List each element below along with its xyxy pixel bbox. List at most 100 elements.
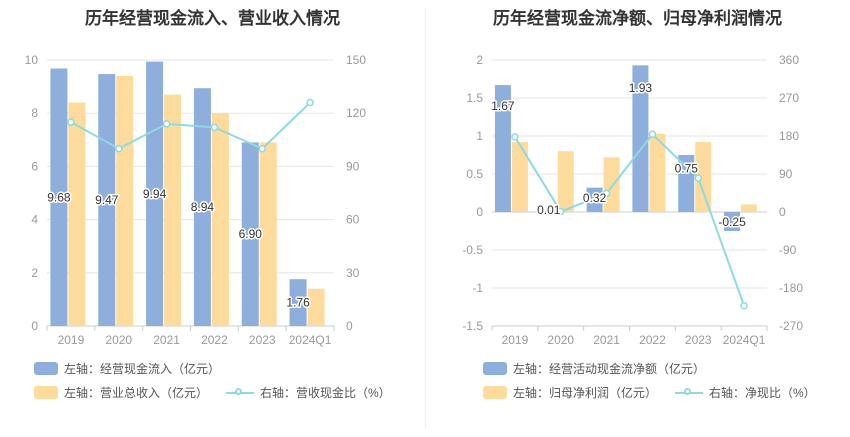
x-axis-tick-label: 2020: [105, 333, 132, 347]
bar-2019-series-a: [50, 68, 68, 327]
data-label-2021: 0.32: [583, 191, 607, 205]
bar-2021-series-b: [164, 94, 182, 326]
x-axis-tick-label: 2023: [249, 333, 276, 347]
bar-2022-series-b: [649, 133, 666, 212]
legend-label: 左轴：营业总收入（亿元）: [64, 386, 209, 400]
bar-2019-series-b: [511, 142, 528, 212]
bar-2023-series-b: [259, 142, 277, 326]
x-axis-tick-label: 2022: [639, 333, 666, 347]
data-label-2023: 6.90: [239, 227, 263, 241]
data-label-2020: 0.01: [537, 203, 561, 217]
bar-2021-series-b: [603, 157, 620, 212]
bar-2020-series-b: [557, 151, 574, 212]
line-point-2020: [557, 207, 565, 216]
right-axis-tick-label: 0: [779, 205, 786, 219]
x-axis-tick-label: 2023: [685, 333, 712, 347]
line-point-2021: [162, 120, 171, 128]
legend-swatch-icon: [483, 386, 507, 399]
right-axis-tick-label: 150: [346, 53, 366, 67]
legend-item-cash-inflow[interactable]: 左轴：经营现金流入（亿元）: [34, 360, 220, 377]
legend-label: 左轴：经营活动现金流净额（亿元）: [513, 362, 706, 376]
chart-plot-area: 0 2 4 6 8 10 0 30 60 90 120 150 2019 2020 2021 2022 2023…: [25, 53, 367, 347]
line-point-2023: [694, 174, 702, 182]
bar-2020-series-b: [116, 75, 134, 327]
legend-label: 右轴：营收现金比（%）: [260, 386, 391, 400]
data-label-2019: 9.68: [47, 190, 71, 204]
bar-2019-series-b: [68, 102, 86, 326]
data-label-2020: 9.47: [95, 193, 119, 207]
legend-label: 右轴：净现比（%）: [709, 386, 816, 400]
legend-row-1: 左轴：经营活动现金流净额（亿元）: [483, 360, 723, 377]
right-axis-tick-label: 360: [779, 53, 799, 67]
left-axis-tick-label: 10: [25, 53, 39, 67]
left-axis-tick-label: 0: [31, 319, 38, 333]
bar-2024Q1-series-b: [307, 288, 325, 326]
legend-item-net-operating-cash[interactable]: 左轴：经营活动现金流净额（亿元）: [483, 360, 705, 377]
line-point-2024Q1: [306, 98, 314, 107]
data-label-2021: 9.94: [143, 187, 167, 201]
legend-item-revenue-cash-ratio[interactable]: 右轴：营收现金比（%）: [226, 384, 391, 401]
left-axis-tick-label: 8: [31, 106, 38, 120]
legend-swatch-icon: [34, 386, 58, 399]
data-label-2022: 1.93: [629, 81, 653, 95]
x-axis-tick-label: 2021: [153, 333, 180, 347]
left-axis-tick-label: 0: [476, 205, 483, 219]
bar-2021-series-a: [586, 187, 603, 212]
left-axis-tick-label: -0.5: [462, 243, 483, 257]
bar-2020-series-a: [540, 211, 557, 213]
line-series-path: [70, 101, 311, 150]
panel-divider: [425, 8, 426, 428]
left-axis-tick-label: 2: [31, 266, 38, 280]
legend-row-2: 左轴：归母净利润（亿元） 右轴：净现比（%）: [483, 384, 834, 401]
left-axis-tick-label: 6: [31, 159, 38, 173]
right-axis-tick-label: 120: [346, 106, 366, 120]
x-axis-tick-label: 2021: [593, 333, 620, 347]
bar-2020-series-a: [98, 74, 116, 327]
legend-item-net-profit[interactable]: 左轴：归母净利润（亿元）: [483, 384, 657, 401]
data-label-2024Q1: -0.25: [718, 215, 746, 229]
right-axis-tick-label: 30: [346, 266, 360, 280]
x-axis-tick-label: 2022: [201, 333, 228, 347]
chart-panel-netcash-profit: 历年经营现金流净额、归母净利润情况 -1.5 -1 -0.5 0 0.5 1 1.5 2 -27…: [425, 0, 850, 437]
data-label-2023: 0.75: [675, 162, 699, 176]
bar-2024Q1-series-a: [724, 212, 741, 231]
line-point-2019: [67, 118, 75, 126]
left-axis-tick-label: -1: [472, 281, 483, 295]
left-axis-tick-label: 4: [31, 213, 38, 227]
data-label-2022: 8.94: [191, 200, 215, 214]
x-axis-tick-label: 2024Q1: [723, 333, 766, 347]
legend-line-icon: [226, 386, 255, 399]
left-axis-tick-label: 1.5: [466, 91, 483, 105]
legend-label: 左轴：经营现金流入（亿元）: [64, 362, 221, 376]
legend-row-1: 左轴：经营现金流入（亿元）: [34, 360, 238, 377]
line-point-2023: [258, 144, 266, 153]
line-point-2019: [511, 133, 519, 141]
chart-title: 历年经营现金流入、营业收入情况: [85, 9, 340, 28]
line-point-2021: [602, 189, 611, 198]
bar-2024Q1-series-a: [289, 279, 307, 326]
left-axis-tick-label: 0.5: [466, 167, 483, 181]
right-axis-tick-label: -180: [779, 281, 803, 295]
right-axis-tick-label: -90: [779, 243, 797, 257]
legend-item-net-cash-ratio[interactable]: 右轴：净现比（%）: [675, 384, 816, 401]
right-axis-tick-label: 90: [779, 167, 793, 181]
bar-2022-series-a: [632, 65, 649, 212]
legend-item-revenue[interactable]: 左轴：营业总收入（亿元）: [34, 384, 208, 401]
legend-swatch-icon: [483, 362, 507, 375]
chart-plot-area: -1.5 -1 -0.5 0 0.5 1 1.5 2 -270 -180 -90 0 90 180 270 3…: [462, 53, 803, 347]
chart-title: 历年经营现金流净额、归母净利润情况: [493, 9, 782, 28]
bar-2022-series-b: [211, 113, 229, 326]
legend-swatch-icon: [34, 362, 58, 375]
data-label-2024Q1: 1.76: [286, 296, 310, 310]
line-point-2024Q1: [740, 301, 748, 310]
left-axis-tick-label: 2: [476, 53, 483, 67]
bar-2023-series-b: [695, 142, 712, 212]
line-point-2020: [115, 144, 123, 153]
x-axis-tick-label: 2024Q1: [289, 333, 332, 347]
legend-row-2: 左轴：营业总收入（亿元） 右轴：营收现金比（%）: [34, 384, 409, 401]
line-series-path: [514, 132, 746, 307]
bar-2024Q1-series-b: [741, 204, 758, 212]
right-axis-tick-label: 0: [346, 319, 353, 333]
bar-2019-series-a: [494, 85, 511, 212]
legend-label: 左轴：归母净利润（亿元）: [513, 386, 658, 400]
